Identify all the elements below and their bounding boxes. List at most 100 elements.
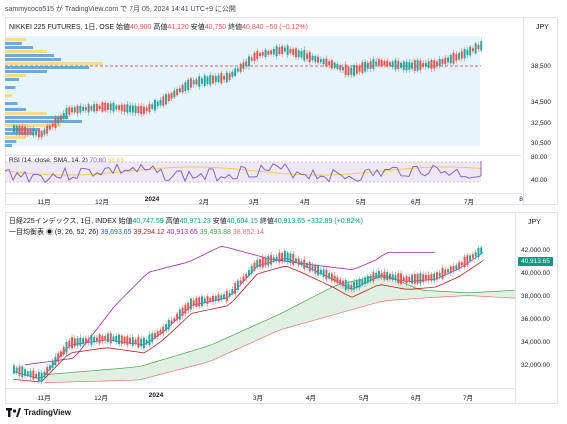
candle xyxy=(217,294,220,302)
candle xyxy=(167,320,170,330)
candle xyxy=(234,68,237,77)
candle xyxy=(71,107,73,113)
candle xyxy=(203,75,206,87)
candle xyxy=(35,130,38,136)
candle xyxy=(303,259,306,269)
candle xyxy=(148,103,151,113)
candle xyxy=(192,80,195,85)
candle xyxy=(375,272,378,278)
candle xyxy=(176,88,179,96)
candle xyxy=(422,274,425,283)
volume-profile-bar xyxy=(5,120,82,123)
candle xyxy=(223,76,226,80)
candle xyxy=(394,275,397,281)
tradingview-logo[interactable]: TradingView xyxy=(6,408,71,417)
candle xyxy=(145,107,148,112)
candle xyxy=(322,59,325,65)
candle xyxy=(433,273,436,281)
chart2-x-dec: 12月 xyxy=(94,395,108,402)
chart1-x-nov: 11月 xyxy=(37,199,51,206)
candle xyxy=(178,309,181,320)
candle xyxy=(377,271,380,278)
tradingview-logo-text: TradingView xyxy=(24,408,71,417)
chart1-x-jul: 7月 xyxy=(463,199,475,206)
chart2-time-axis[interactable] xyxy=(6,388,514,403)
candle xyxy=(413,274,416,284)
candle xyxy=(131,337,134,346)
candle xyxy=(107,103,109,111)
index-price-plot xyxy=(12,245,516,385)
candle xyxy=(165,324,167,331)
candle xyxy=(37,371,40,382)
volume-profile-bar xyxy=(5,74,26,77)
candle xyxy=(198,297,201,307)
candle xyxy=(303,49,306,61)
candle xyxy=(170,92,173,99)
chart1-x-2024: 2024 xyxy=(144,196,160,203)
ichimoku-span-b: 38,852.14 xyxy=(232,229,265,236)
candle xyxy=(369,61,372,69)
candle xyxy=(212,75,214,84)
price-badge: 40,913.65 xyxy=(518,257,553,266)
candle xyxy=(142,337,145,349)
candle xyxy=(151,104,154,109)
candle xyxy=(82,338,85,345)
candle xyxy=(350,284,353,290)
candle xyxy=(281,252,284,261)
candle xyxy=(51,360,54,368)
candle xyxy=(325,269,328,280)
candle xyxy=(256,51,259,59)
chart1-time-axis[interactable] xyxy=(6,193,521,206)
candle xyxy=(162,326,165,334)
candle xyxy=(286,252,289,262)
candle xyxy=(463,256,466,268)
candle xyxy=(173,318,176,322)
candle xyxy=(231,71,234,77)
candle xyxy=(477,247,480,258)
candle xyxy=(397,60,400,70)
candle xyxy=(336,64,339,69)
candle xyxy=(333,62,336,69)
candle xyxy=(65,108,68,119)
candle xyxy=(242,62,245,69)
candle xyxy=(206,76,209,85)
chart2-currency[interactable]: JPY xyxy=(528,219,541,226)
candle xyxy=(319,269,322,275)
candle xyxy=(471,254,474,259)
candle xyxy=(203,298,206,303)
candle xyxy=(156,101,159,107)
price-axis-divider-2 xyxy=(515,213,516,403)
candle xyxy=(311,55,314,61)
candle xyxy=(43,371,46,378)
candle xyxy=(278,47,281,54)
candle xyxy=(463,48,466,59)
chart2-ytick-40000: 40,000.00 xyxy=(521,270,550,277)
candle xyxy=(416,273,419,284)
candle xyxy=(154,99,156,111)
candle xyxy=(444,57,447,64)
candle xyxy=(347,283,350,290)
chart1-ytick-30500: 30,500 xyxy=(531,140,551,147)
candle xyxy=(408,276,411,282)
candle xyxy=(192,300,195,306)
candle xyxy=(71,337,73,349)
chart1-low-label: 安値 xyxy=(190,24,205,31)
candle xyxy=(176,313,179,321)
index-chart-pane[interactable] xyxy=(5,212,558,404)
candle xyxy=(198,76,201,87)
candle xyxy=(419,273,422,284)
candle xyxy=(84,107,87,111)
candle xyxy=(283,47,286,52)
candle xyxy=(165,94,167,105)
candle xyxy=(389,273,391,280)
candle xyxy=(471,48,474,52)
chart1-currency[interactable]: JPY xyxy=(536,24,549,31)
candle xyxy=(455,265,458,270)
candle xyxy=(430,60,433,69)
ichimoku-label: 一目均衡表 ◉ (9, 26, 52, 26) xyxy=(9,229,99,236)
candle xyxy=(297,258,300,266)
candle xyxy=(438,272,441,277)
chart2-high-label: 高値 xyxy=(165,218,180,225)
chart1-high-label: 高値 xyxy=(153,24,168,31)
chart1-x-feb: 2月 xyxy=(198,199,210,206)
